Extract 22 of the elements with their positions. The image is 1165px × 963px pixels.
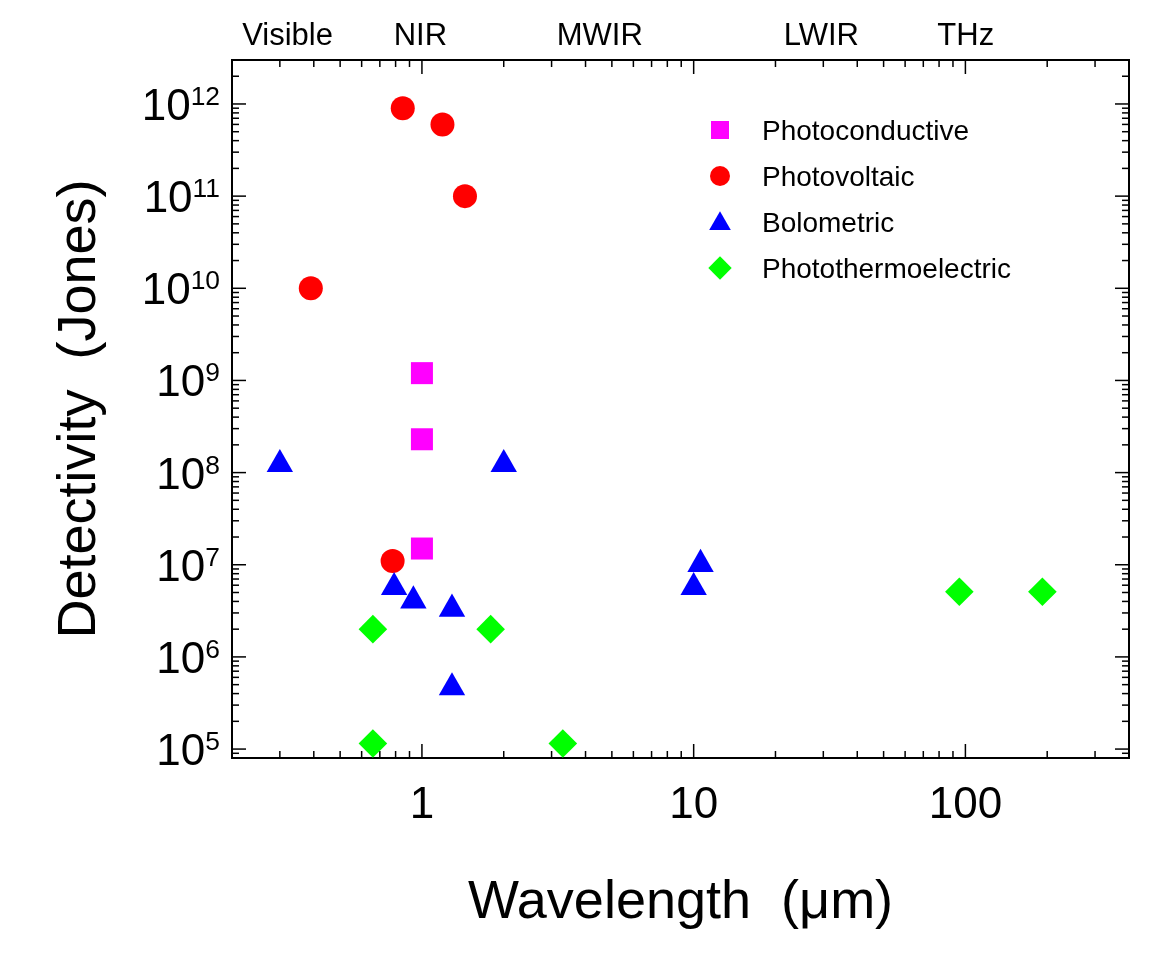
y-tick-label: 10$^{5}$ [156,725,220,775]
text: Visible [242,17,333,52]
y-tick-label: 10$^{10}$ [141,264,220,314]
text: NIR [393,17,448,52]
y-tick-label: 10$^{8}$ [156,448,220,498]
y-tick-label: 10$^{7}$ [156,540,220,590]
x-tick-label: 1 [409,778,435,827]
legend-label: Bolometric [762,207,895,238]
legend-label: Photoconductive [762,115,970,146]
x-axis-title: Wavelength (μm) [467,869,894,929]
y-axis-title: Detectivity (Jones) [46,179,106,639]
text: THz [937,17,995,52]
x-tick-label: 100 [928,778,1003,827]
y-tick-label: 10$^{11}$ [143,172,220,222]
text: MWIR [556,17,643,52]
x-tick-label: 10 [669,778,719,827]
legend-label: Photovoltaic [762,161,915,192]
y-tick-label: 10$^{12}$ [141,79,220,129]
y-tick-label: 10$^{9}$ [156,356,220,406]
y-tick-label: 10$^{6}$ [156,632,220,682]
text: LWIR [783,17,859,52]
legend-label: Photothermoelectric [762,253,1012,284]
